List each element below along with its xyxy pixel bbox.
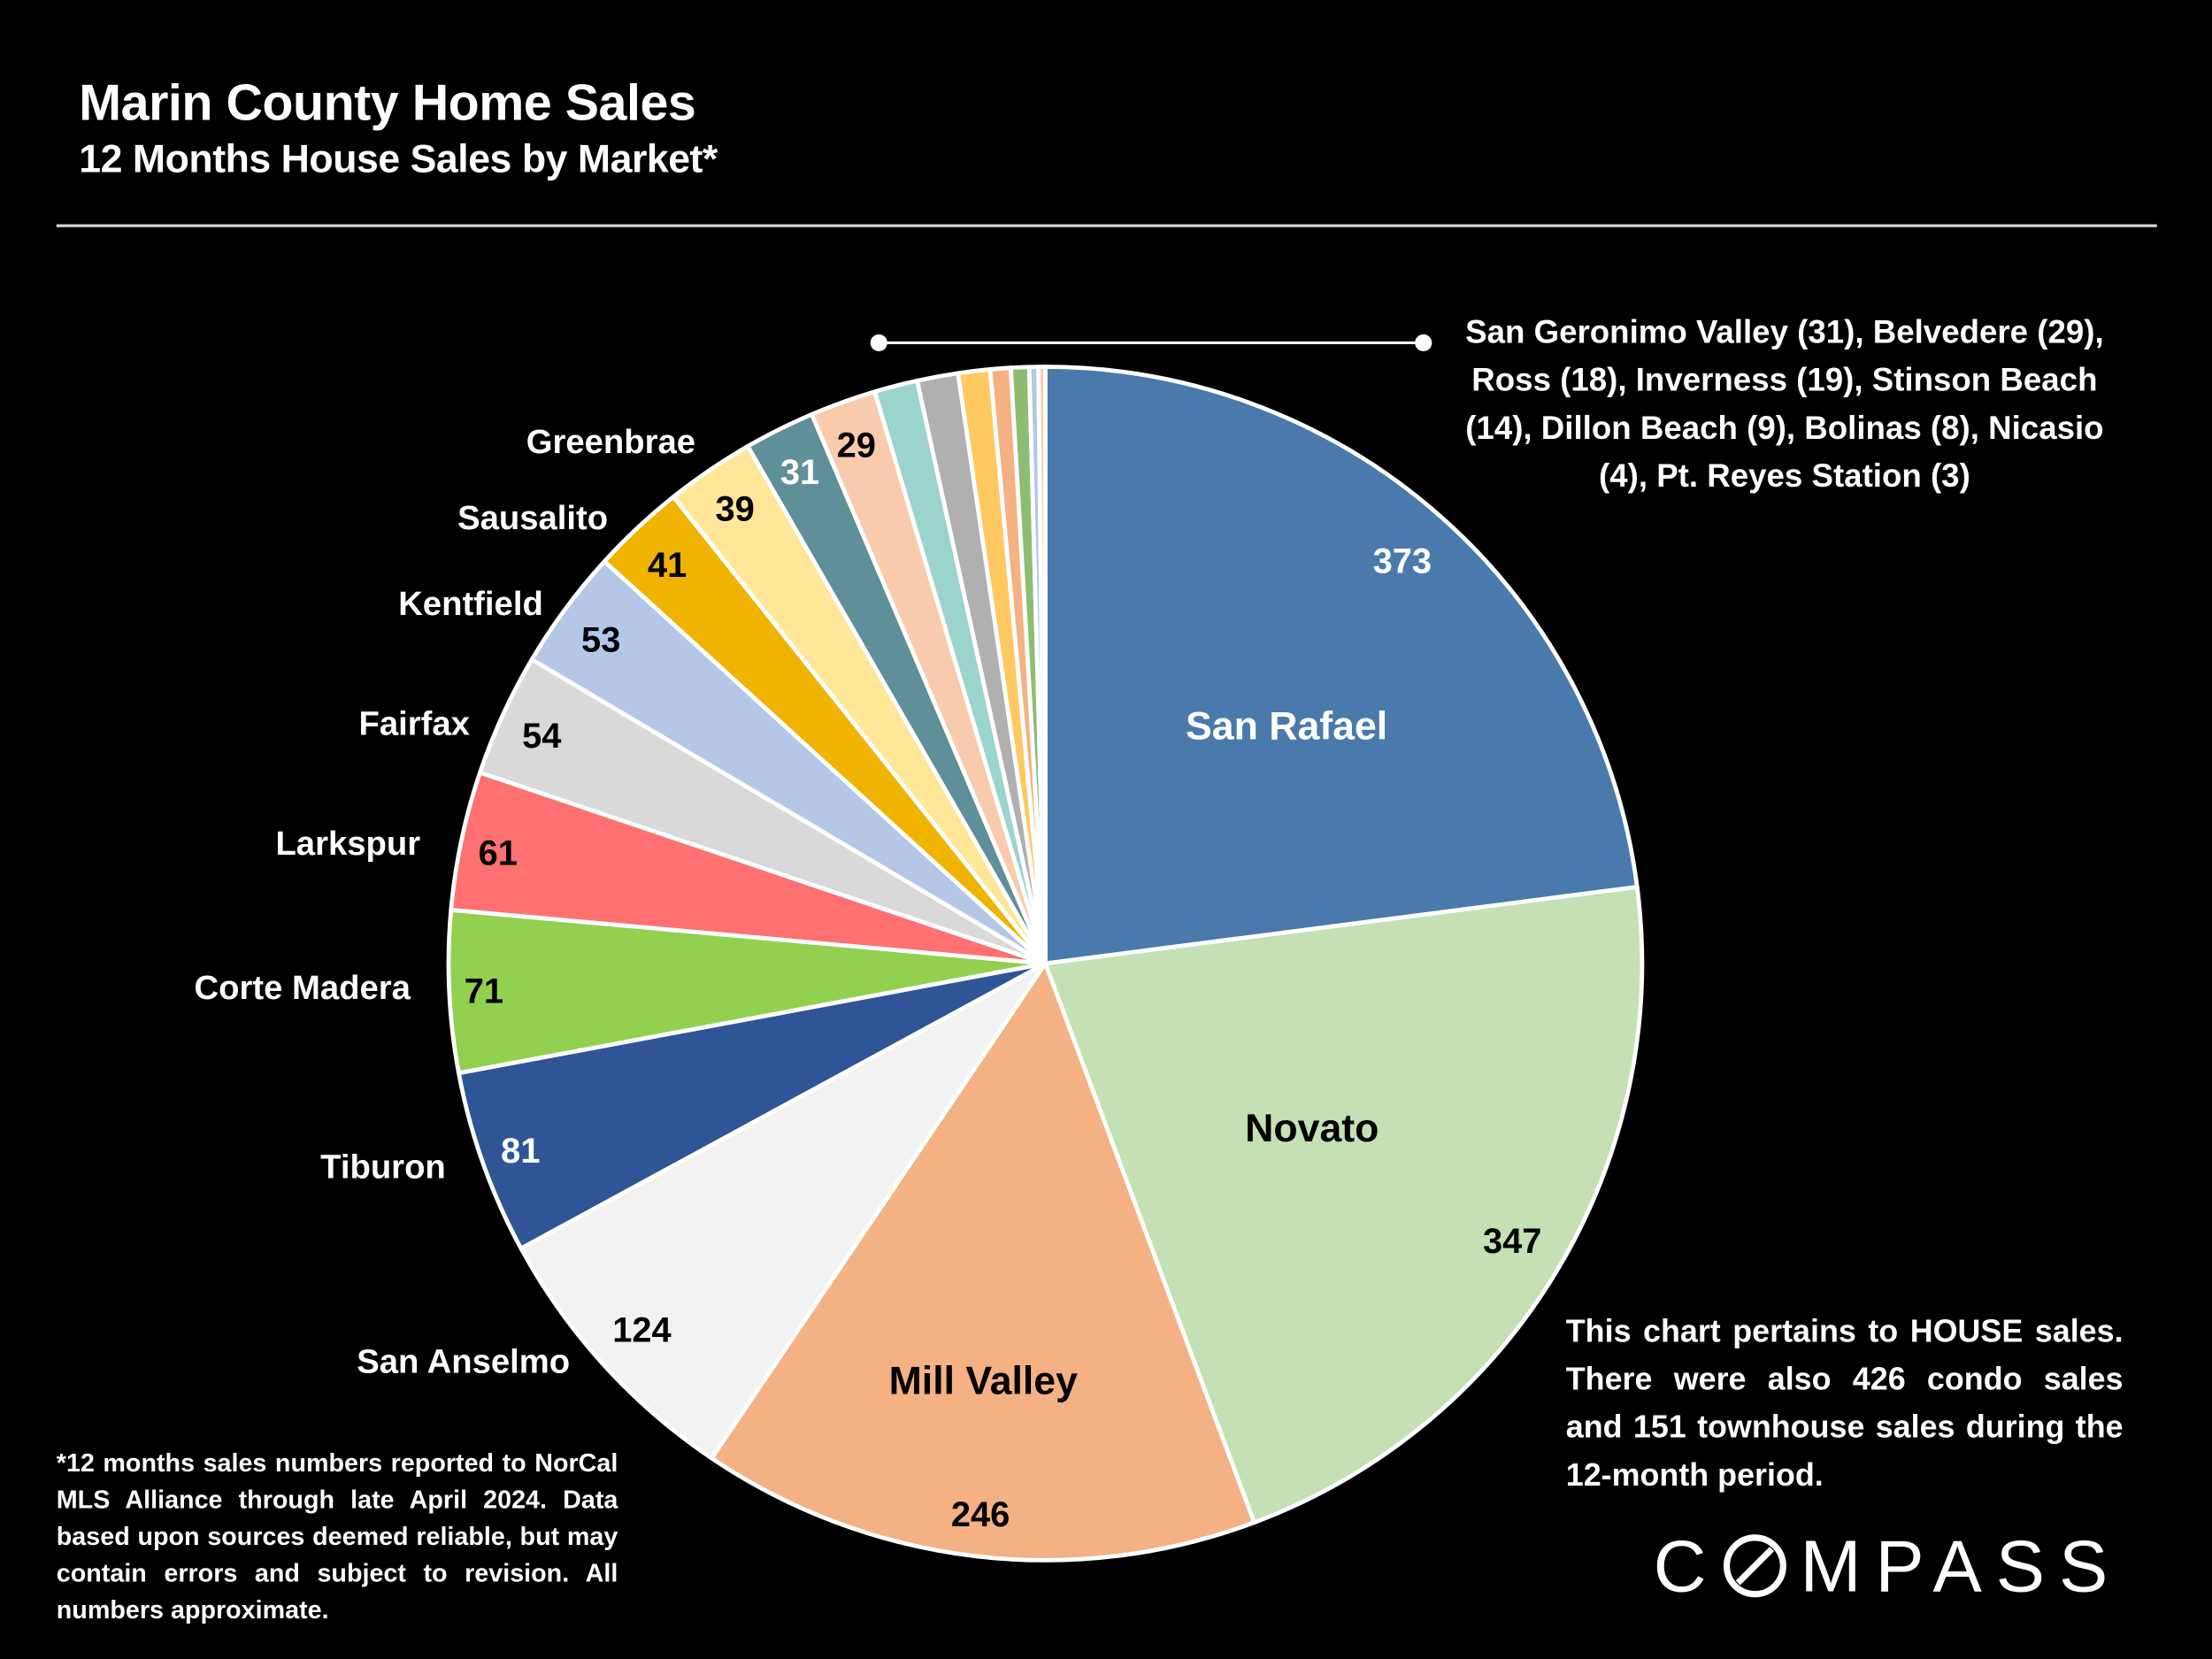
pie-slice-pt-reyes-station: [1036, 365, 1048, 966]
chart-subtitle: 12 Months House Sales by Market*: [79, 136, 718, 181]
data-label-value: 246: [951, 1495, 1010, 1534]
footnote: *12 months sales numbers reported to Nor…: [56, 1448, 618, 1624]
pie-slice-novato: [1043, 885, 1645, 1525]
data-label-category: Mill Valley: [889, 1359, 1079, 1402]
compass-logo: C MPASS: [1654, 1524, 2133, 1625]
data-label-value: 373: [1373, 541, 1432, 580]
pie-slice-tiburon: [457, 961, 1048, 1251]
data-label-category: Kentfield: [398, 585, 543, 623]
data-label-category: Novato: [1245, 1107, 1379, 1150]
data-label-category: Tiburon: [320, 1148, 446, 1186]
chart-note: This chart pertains to HOUSE sales. Ther…: [1565, 1313, 2124, 1493]
callout-leader-dot: [870, 334, 887, 352]
svg-text:C: C: [1654, 1525, 1719, 1607]
pie-slice-san-rafael: [1043, 365, 1640, 966]
pie-slice-san-anselmo: [518, 961, 1048, 1461]
data-label-value: 29: [837, 426, 876, 465]
data-label-value: 41: [648, 546, 687, 585]
small-markets-callout: San Geronimo Valley (31), Belvedere (29)…: [1465, 312, 2104, 495]
data-label-value: 53: [581, 621, 620, 660]
data-label-value: 71: [465, 972, 503, 1011]
divider: [56, 224, 2157, 227]
data-label-value: 39: [716, 489, 755, 528]
data-label-value: 61: [479, 833, 518, 872]
chart-title: Marin County Home Sales: [79, 73, 696, 132]
data-label-category: Corte Madera: [195, 969, 411, 1007]
data-label-category: Larkspur: [275, 825, 420, 863]
data-label-category: Greenbrae: [526, 423, 695, 461]
data-label-value: 81: [501, 1132, 540, 1171]
data-label-category: San Rafael: [1186, 704, 1387, 748]
callout-leader-dot: [1415, 334, 1432, 352]
data-label-value: 347: [1483, 1222, 1541, 1261]
svg-text:MPASS: MPASS: [1800, 1525, 2122, 1607]
data-label-category: Fairfax: [358, 705, 469, 743]
logo-o-icon: [1723, 1534, 1786, 1598]
data-label-category: Sausalito: [457, 499, 608, 537]
pie-slice-mill-valley: [709, 961, 1256, 1563]
data-label-value: 31: [780, 453, 819, 492]
data-label-value: 54: [522, 717, 561, 756]
data-label-category: San Anselmo: [357, 1342, 570, 1380]
data-label-value: 124: [612, 1310, 671, 1349]
